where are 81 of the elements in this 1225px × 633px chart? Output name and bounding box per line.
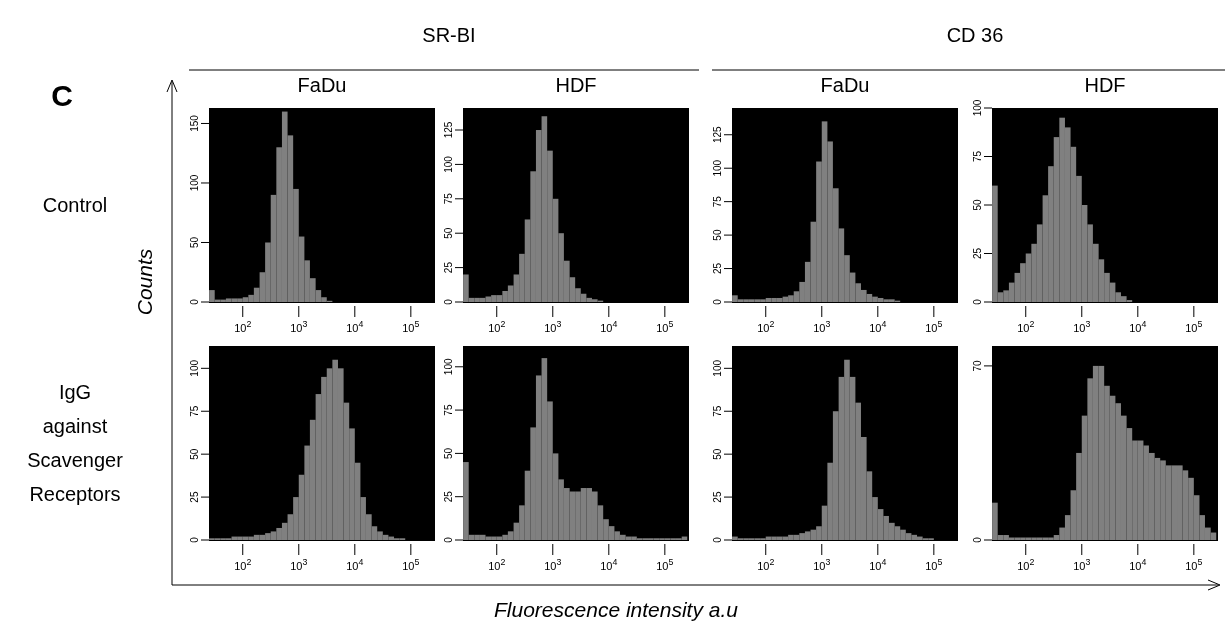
y-tick-label: 150 — [189, 114, 200, 132]
x-tick-label: 10$^{4}$ — [869, 557, 887, 572]
x-axis-title: Fluorescence intensity a.u — [494, 598, 739, 621]
y-tick-label: 50 — [443, 227, 454, 239]
chart-title: HDF — [1084, 74, 1126, 96]
x-tick-label: 10$^{5}$ — [656, 319, 674, 334]
x-tick-label: 10$^{4}$ — [346, 319, 364, 334]
chart-title: FaDu — [297, 74, 347, 96]
x-tick-label: 10$^{3}$ — [1073, 319, 1091, 334]
text: Control — [42, 194, 108, 216]
x-tick-label: 10$^{3}$ — [544, 557, 562, 572]
x-tick-label: 10$^{3}$ — [813, 319, 831, 334]
x-tick-label: 10$^{4}$ — [869, 319, 887, 334]
y-tick-label: 75 — [189, 405, 200, 417]
x-tick-label: 10$^{4}$ — [1129, 319, 1147, 334]
y-tick-label: 0 — [972, 536, 983, 543]
x-tick-label: 10$^{3}$ — [290, 557, 308, 572]
y-tick-label: 0 — [712, 298, 723, 305]
x-tick-label: 10$^{2}$ — [488, 557, 506, 572]
chart-title: FaDu — [820, 74, 870, 96]
y-axis-title: Counts — [133, 248, 156, 316]
y-tick-label: 100 — [712, 159, 723, 177]
x-tick-label: 10$^{5}$ — [1185, 557, 1203, 572]
y-tick-label: 100 — [443, 358, 454, 376]
text: SR-BI — [422, 24, 476, 46]
chart-title: HDF — [555, 74, 597, 96]
x-tick-label: 10$^{5}$ — [656, 557, 674, 572]
x-tick-label: 10$^{4}$ — [346, 557, 364, 572]
y-tick-label: 25 — [712, 262, 723, 275]
y-tick-label: 0 — [712, 536, 723, 543]
y-tick-label: 25 — [712, 491, 723, 503]
y-tick-label: 0 — [443, 298, 454, 305]
y-tick-label: 50 — [189, 236, 200, 249]
x-tick-label: 10$^{2}$ — [1017, 557, 1035, 572]
y-tick-label: 100 — [972, 99, 983, 117]
x-tick-label: 10$^{5}$ — [402, 319, 420, 334]
y-tick-label: 25 — [189, 491, 200, 503]
x-tick-label: 10$^{3}$ — [544, 319, 562, 334]
y-tick-label: 50 — [972, 199, 983, 211]
y-tick-label: 75 — [443, 192, 454, 205]
y-tick-label: 125 — [443, 121, 454, 139]
x-tick-label: 10$^{5}$ — [925, 557, 943, 572]
y-tick-label: 25 — [443, 490, 454, 503]
x-tick-label: 10$^{2}$ — [234, 319, 252, 334]
y-tick-label: 100 — [189, 359, 200, 377]
y-tick-label: 0 — [189, 536, 200, 543]
x-tick-label: 10$^{5}$ — [1185, 319, 1203, 334]
text: IgG against Scavenger Receptors — [27, 381, 124, 505]
y-tick-label: 100 — [443, 155, 454, 173]
y-tick-label: 50 — [712, 229, 723, 241]
y-tick-label: 0 — [189, 298, 200, 305]
x-tick-label: 10$^{2}$ — [488, 319, 506, 334]
y-tick-label: 25 — [972, 247, 983, 260]
text: C — [51, 79, 73, 112]
y-tick-label: 75 — [712, 405, 723, 417]
x-tick-label: 10$^{4}$ — [600, 319, 618, 334]
x-tick-label: 10$^{3}$ — [813, 557, 831, 572]
y-tick-label: 75 — [443, 404, 454, 416]
x-tick-label: 10$^{5}$ — [925, 319, 943, 334]
text: CD 36 — [946, 24, 1004, 46]
y-tick-label: 50 — [443, 447, 454, 459]
y-tick-label: 70 — [972, 359, 983, 372]
x-tick-label: 10$^{2}$ — [757, 557, 775, 572]
y-tick-label: 100 — [712, 359, 723, 377]
x-tick-label: 10$^{3}$ — [290, 319, 308, 334]
y-tick-label: 75 — [972, 150, 983, 163]
y-tick-label: 50 — [189, 448, 200, 460]
y-tick-label: 100 — [189, 174, 200, 192]
x-tick-label: 10$^{2}$ — [1017, 319, 1035, 334]
x-tick-label: 10$^{5}$ — [402, 557, 420, 572]
x-tick-label: 10$^{4}$ — [1129, 557, 1147, 572]
x-tick-label: 10$^{2}$ — [757, 319, 775, 334]
y-tick-label: 125 — [712, 125, 723, 144]
x-tick-label: 10$^{2}$ — [234, 557, 252, 572]
y-tick-label: 50 — [712, 448, 723, 460]
x-tick-label: 10$^{4}$ — [600, 557, 618, 572]
y-tick-label: 0 — [443, 536, 454, 543]
x-tick-label: 10$^{3}$ — [1073, 557, 1091, 572]
y-tick-label: 75 — [712, 195, 723, 208]
y-tick-label: 0 — [972, 298, 983, 305]
y-tick-label: 25 — [443, 261, 454, 274]
